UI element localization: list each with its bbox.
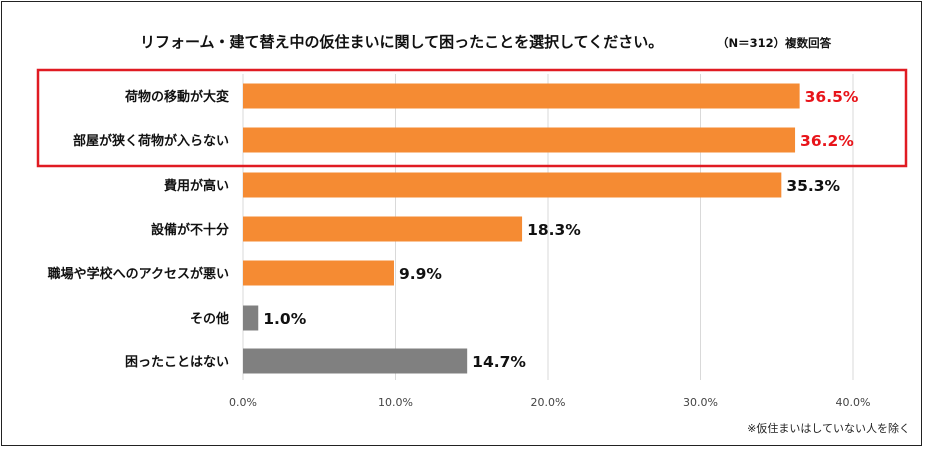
bar: [243, 83, 800, 109]
data-label: 36.5%: [805, 88, 859, 106]
data-label: 14.7%: [472, 353, 526, 371]
x-tick-label: 0.0%: [229, 396, 257, 409]
category-label: 荷物の移動が大変: [124, 89, 229, 105]
x-axis-ticks: 0.0% 10.0% 20.0% 30.0% 40.0%: [229, 396, 870, 409]
category-label: その他: [190, 311, 229, 327]
sample-note: （N＝312）複数回答: [717, 36, 832, 50]
category-label: 設備が不十分: [151, 222, 229, 238]
bar: [243, 348, 468, 374]
highlight-box: [36, 68, 908, 168]
category-label: 費用が高い: [164, 178, 229, 194]
bars: [243, 83, 800, 374]
data-labels: 36.5% 36.2% 35.3% 18.3% 9.9% 1.0% 14.7%: [263, 88, 859, 371]
bar: [243, 216, 523, 242]
data-label: 36.2%: [800, 132, 854, 150]
footnote: ※仮住まいはしていない人を除く: [747, 421, 910, 435]
category-label: 部屋が狭く荷物が入らない: [73, 133, 229, 149]
data-label: 1.0%: [263, 310, 306, 328]
data-label: 18.3%: [527, 221, 581, 239]
x-tick-label: 10.0%: [378, 396, 413, 409]
data-label: 9.9%: [399, 265, 442, 283]
bar: [243, 260, 394, 286]
bar: [243, 172, 782, 198]
category-labels: 荷物の移動が大変部屋が狭く荷物が入らない費用が高い設備が不十分職場や学校へのアク…: [48, 89, 229, 370]
bar: [243, 305, 259, 331]
x-tick-label: 30.0%: [683, 396, 718, 409]
category-label: 職場や学校へのアクセスが悪い: [48, 266, 229, 282]
category-label: 困ったことはない: [125, 355, 229, 370]
x-tick-label: 20.0%: [531, 396, 566, 409]
bar: [243, 127, 796, 153]
data-label: 35.3%: [786, 177, 840, 195]
x-tick-label: 40.0%: [836, 396, 871, 409]
chart-title: リフォーム・建て替え中の仮住まいに関して困ったことを選択してください。: [140, 33, 663, 51]
